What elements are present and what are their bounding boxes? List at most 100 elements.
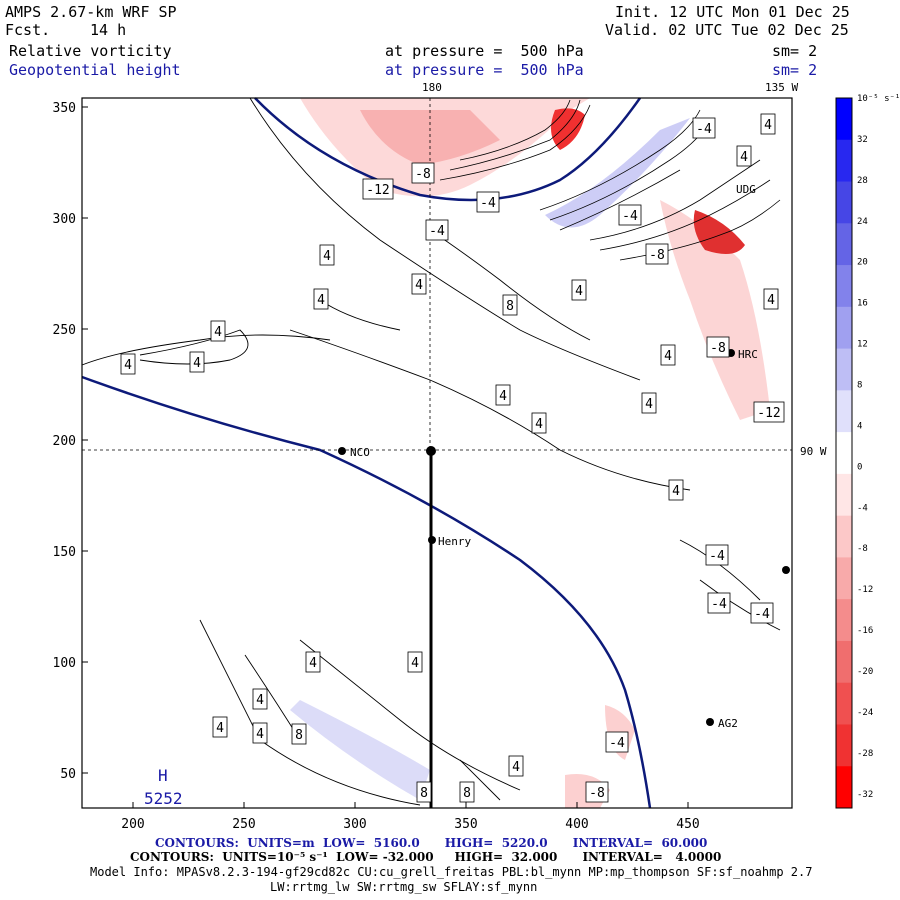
contour-label: 4	[256, 727, 264, 742]
colorbar-swatch	[836, 766, 852, 809]
contour-label-box	[508, 755, 524, 777]
contour-label: 4	[672, 484, 680, 499]
x-tick-labels: 200 250 300 350 400 450	[121, 817, 699, 832]
contour-label: 4	[575, 284, 583, 299]
field2-level: at pressure = 500 hPa	[385, 61, 584, 79]
colorbar-label: 28	[857, 176, 868, 186]
contour-label-box	[705, 544, 729, 566]
colorbar-label: 16	[857, 299, 868, 309]
contour-label: -4	[709, 549, 725, 564]
contour-label: -8	[710, 341, 726, 356]
contour-label-box	[571, 279, 587, 301]
contour-label-box	[416, 781, 432, 803]
contour-label: 4	[214, 325, 222, 340]
contour-label-box	[668, 479, 684, 501]
contour-label-box	[645, 243, 669, 265]
colorbar-label: -12	[857, 585, 873, 595]
contour-label: -12	[366, 183, 389, 198]
field1-level: at pressure = 500 hPa	[385, 42, 584, 60]
contour-label: 4	[664, 349, 672, 364]
contour-label: -8	[589, 786, 605, 801]
forecast-label: Fcst.	[5, 21, 51, 39]
y-tick-label: 300	[53, 212, 76, 227]
contour-label: -8	[649, 248, 665, 263]
colorbar-label: 4	[857, 421, 862, 431]
contour-label: 4	[256, 693, 264, 708]
contour-label-box	[476, 191, 500, 213]
positive-vorticity-south	[290, 700, 430, 800]
longitude-topright-label: 135 W	[765, 81, 798, 94]
footer-model-info: Model Info: MPASv8.2.3-194-gf29cd82c CU:…	[90, 865, 813, 879]
height-contour-5220	[81, 375, 652, 809]
contour-label-box	[252, 688, 268, 710]
station-nco-marker	[338, 447, 346, 455]
contour-label: 4	[767, 293, 775, 308]
contour-label: 4	[193, 356, 201, 371]
colorbar-label: -32	[857, 790, 873, 800]
colorbar-frame	[835, 97, 853, 809]
x-tick-label: 300	[343, 817, 366, 832]
field1-smoothing: sm= 2	[772, 42, 818, 60]
y-tick-label: 100	[53, 656, 76, 671]
colorbar-label: -20	[857, 667, 873, 677]
contour-label: 4	[216, 721, 224, 736]
y-tick-label: 250	[53, 323, 76, 338]
contour-label: 4	[535, 417, 543, 432]
footer-height-contours: CONTOURS: UNITS=m LOW= 5160.0 HIGH= 5220…	[155, 836, 708, 850]
contour-label: 8	[295, 728, 303, 743]
contour-label-box	[753, 401, 785, 423]
contour-label-box	[120, 353, 136, 375]
section-guides	[82, 98, 792, 451]
high-center-letter: H	[158, 766, 168, 785]
colorbar-swatch	[836, 181, 852, 224]
contour-label: 4	[499, 389, 507, 404]
station-ag2-label: AG2	[718, 717, 738, 730]
colorbar: 32 28 24 20 16 12 8 4 0 -4 -8 -12 -16 -20 -24 -28 -32	[835, 97, 873, 809]
station-udg-label: UDG	[736, 183, 756, 196]
contour-label-box	[291, 723, 307, 745]
y-tick-labels: 350 300 250 200 150 100 50	[53, 101, 76, 782]
colorbar-label: -4	[857, 503, 868, 513]
contour-label: 8	[420, 786, 428, 801]
colorbar-label: 24	[857, 217, 868, 227]
colorbar-swatch	[836, 724, 852, 767]
contour-label-box	[531, 412, 547, 434]
x-tick-label: 350	[454, 817, 477, 832]
contour-label-box	[411, 162, 435, 184]
contour-label-box	[706, 336, 730, 358]
contour-label-box	[585, 781, 609, 803]
colorbar-swatch	[836, 599, 852, 642]
contour-labels: 4 4 4 4 4 4 4 4 4 4 4 4 4 4 4 4 4 4 4 4 4 8 8 8 8 -4 -4 -4 -4 -4 -4 -4 -…	[120, 113, 785, 803]
contour-label-box	[189, 351, 205, 373]
contour-label: 4	[764, 118, 772, 133]
contour-label-box	[692, 117, 716, 139]
contour-label: 8	[506, 299, 514, 314]
negative-vorticity-max	[551, 108, 585, 150]
colorbar-swatch	[836, 640, 852, 684]
contour-label: -4	[429, 224, 445, 239]
x-tick-label: 450	[676, 817, 699, 832]
negative-vorticity-east-max	[693, 210, 745, 254]
stations: NCO Henry HRC AG2 UDG	[338, 183, 790, 730]
contour-label-box	[760, 113, 776, 135]
contour-label: -4	[711, 597, 727, 612]
contour-label-box	[763, 288, 779, 310]
forecast-hour: 14 h	[90, 21, 127, 39]
colorbar-swatch	[836, 390, 852, 433]
colorbar-label: -16	[857, 626, 873, 636]
station-henry-label: Henry	[438, 535, 471, 548]
colorbar-label: -28	[857, 749, 873, 759]
colorbar-label: 20	[857, 258, 868, 268]
contour-label-box	[495, 384, 511, 406]
colorbar-swatch	[836, 557, 852, 600]
colorbar-label: 0	[857, 462, 862, 472]
contour-label-box	[210, 320, 226, 342]
contour-label: -4	[696, 122, 712, 137]
contour-label: -4	[609, 736, 625, 751]
contour-label-box	[252, 722, 268, 744]
contour-label: 4	[645, 397, 653, 412]
station-east-marker	[782, 566, 790, 574]
station-henry-marker	[428, 536, 436, 544]
x-tick-label: 250	[232, 817, 255, 832]
